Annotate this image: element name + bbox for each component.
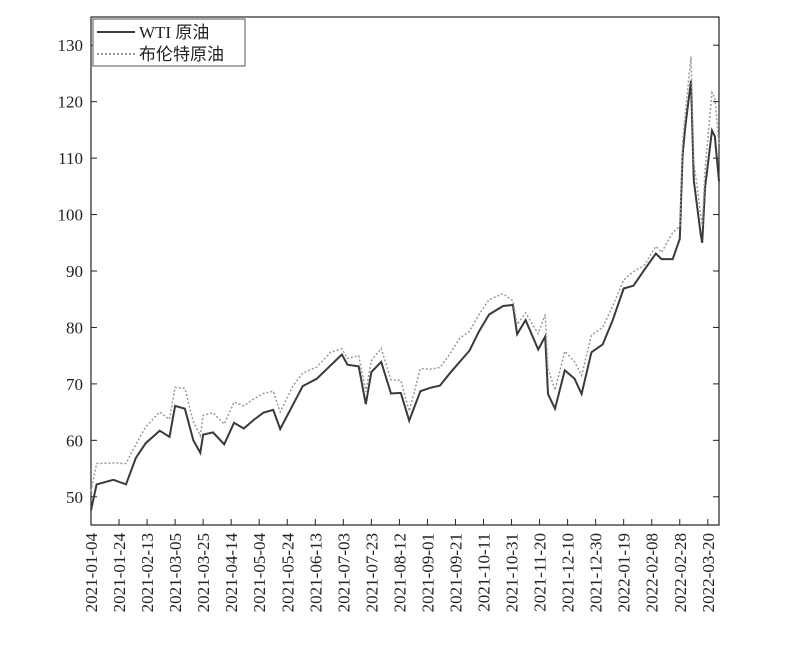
- x-tick-label: 2021-10-11: [475, 533, 494, 612]
- x-tick-label: 2021-03-25: [194, 533, 213, 612]
- y-tick-label: 90: [66, 262, 83, 281]
- series-line: [90, 56, 720, 492]
- x-tick-label: 2021-09-01: [418, 533, 437, 612]
- x-tick-label: 2021-01-24: [110, 533, 129, 613]
- x-tick-label: 2021-10-31: [503, 533, 522, 612]
- x-tick-label: 2021-07-03: [334, 533, 353, 612]
- x-tick-label: 2021-09-21: [446, 533, 465, 612]
- y-tick-label: 130: [58, 36, 84, 55]
- x-tick-label: 2022-01-19: [615, 533, 634, 612]
- x-tick-label: 2021-04-14: [222, 533, 241, 613]
- y-tick-label: 120: [58, 93, 84, 112]
- legend-label: WTI 原油: [139, 23, 209, 42]
- x-tick-label: 2021-06-13: [306, 533, 325, 612]
- x-tick-label: 2021-12-30: [587, 533, 606, 612]
- x-tick-label: 2021-05-24: [278, 533, 297, 613]
- y-tick-label: 110: [58, 149, 83, 168]
- series-line: [90, 80, 720, 511]
- legend-label: 布伦特原油: [139, 45, 224, 64]
- y-tick-label: 70: [66, 375, 83, 394]
- x-tick-label: 2022-02-08: [643, 533, 662, 612]
- x-tick-label: 2021-01-04: [82, 533, 101, 613]
- x-tick-label: 2021-08-12: [390, 533, 409, 612]
- y-tick-label: 100: [58, 206, 84, 225]
- x-tick-label: 2021-05-04: [250, 533, 269, 613]
- x-tick-label: 2021-03-05: [166, 533, 185, 612]
- x-tick-label: 2021-12-10: [559, 533, 578, 612]
- x-tick-label: 2022-03-20: [699, 533, 718, 612]
- x-tick-label: 2021-07-23: [362, 533, 381, 612]
- x-tick-label: 2021-11-20: [531, 533, 550, 612]
- legend-box: [92, 18, 246, 67]
- y-tick-label: 50: [66, 488, 83, 507]
- y-tick-label: 80: [66, 318, 83, 337]
- x-tick-label: 2022-02-28: [671, 533, 690, 612]
- y-tick-label: 60: [66, 431, 83, 450]
- plot-frame: [90, 16, 720, 526]
- x-tick-label: 2021-02-13: [138, 533, 157, 612]
